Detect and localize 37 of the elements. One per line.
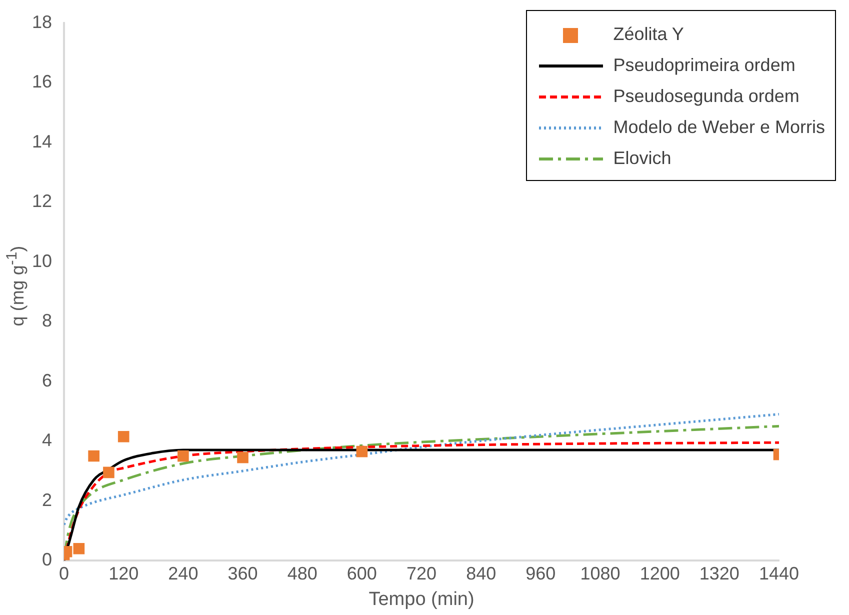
x-tick-label: 0 [59, 563, 70, 584]
y-tick-label: 2 [42, 490, 52, 510]
x-tick-label: 840 [466, 563, 496, 584]
point [237, 452, 248, 464]
point [103, 466, 114, 478]
y-tick-label: 16 [32, 72, 52, 92]
legend-label: Pseudoprimeira ordem [613, 55, 796, 76]
x-tick-label: 720 [406, 563, 437, 584]
x-tick-label: 600 [346, 563, 377, 584]
x-tick-label: 1320 [699, 563, 740, 584]
y-tick-label: 10 [32, 250, 52, 271]
y-tick-label: 14 [32, 131, 52, 152]
y-tick-label: 18 [32, 12, 52, 32]
y-tick-label: 0 [42, 550, 52, 570]
x-tick-label: 120 [108, 563, 139, 584]
point [73, 542, 85, 554]
x-tick-label: 360 [228, 563, 258, 584]
point [178, 450, 189, 462]
x-tick-label: 1080 [580, 563, 620, 584]
point [88, 450, 100, 462]
line-series [64, 412, 779, 526]
legend-label: Modelo de Weber e Morris [613, 117, 825, 138]
point [356, 446, 368, 458]
x-axis-title: Tempo (min) [368, 588, 474, 610]
x-tick-label: 1200 [640, 563, 680, 584]
x-tick-label: 240 [168, 563, 198, 584]
x-tick-label: 960 [526, 563, 556, 584]
x-tick-label: 480 [287, 563, 318, 584]
legend-label: Elovich [613, 148, 672, 169]
y-tick-label: 6 [42, 370, 52, 390]
y-tick-label: 4 [42, 430, 52, 450]
y-tick-label: 8 [42, 310, 52, 331]
x-tick-label: 1440 [758, 563, 800, 584]
legend-label: Pseudosegunda ordem [613, 86, 800, 107]
point [118, 430, 130, 442]
legend-label: Zéolita Y [613, 24, 684, 45]
y-tick-label: 12 [32, 191, 52, 212]
